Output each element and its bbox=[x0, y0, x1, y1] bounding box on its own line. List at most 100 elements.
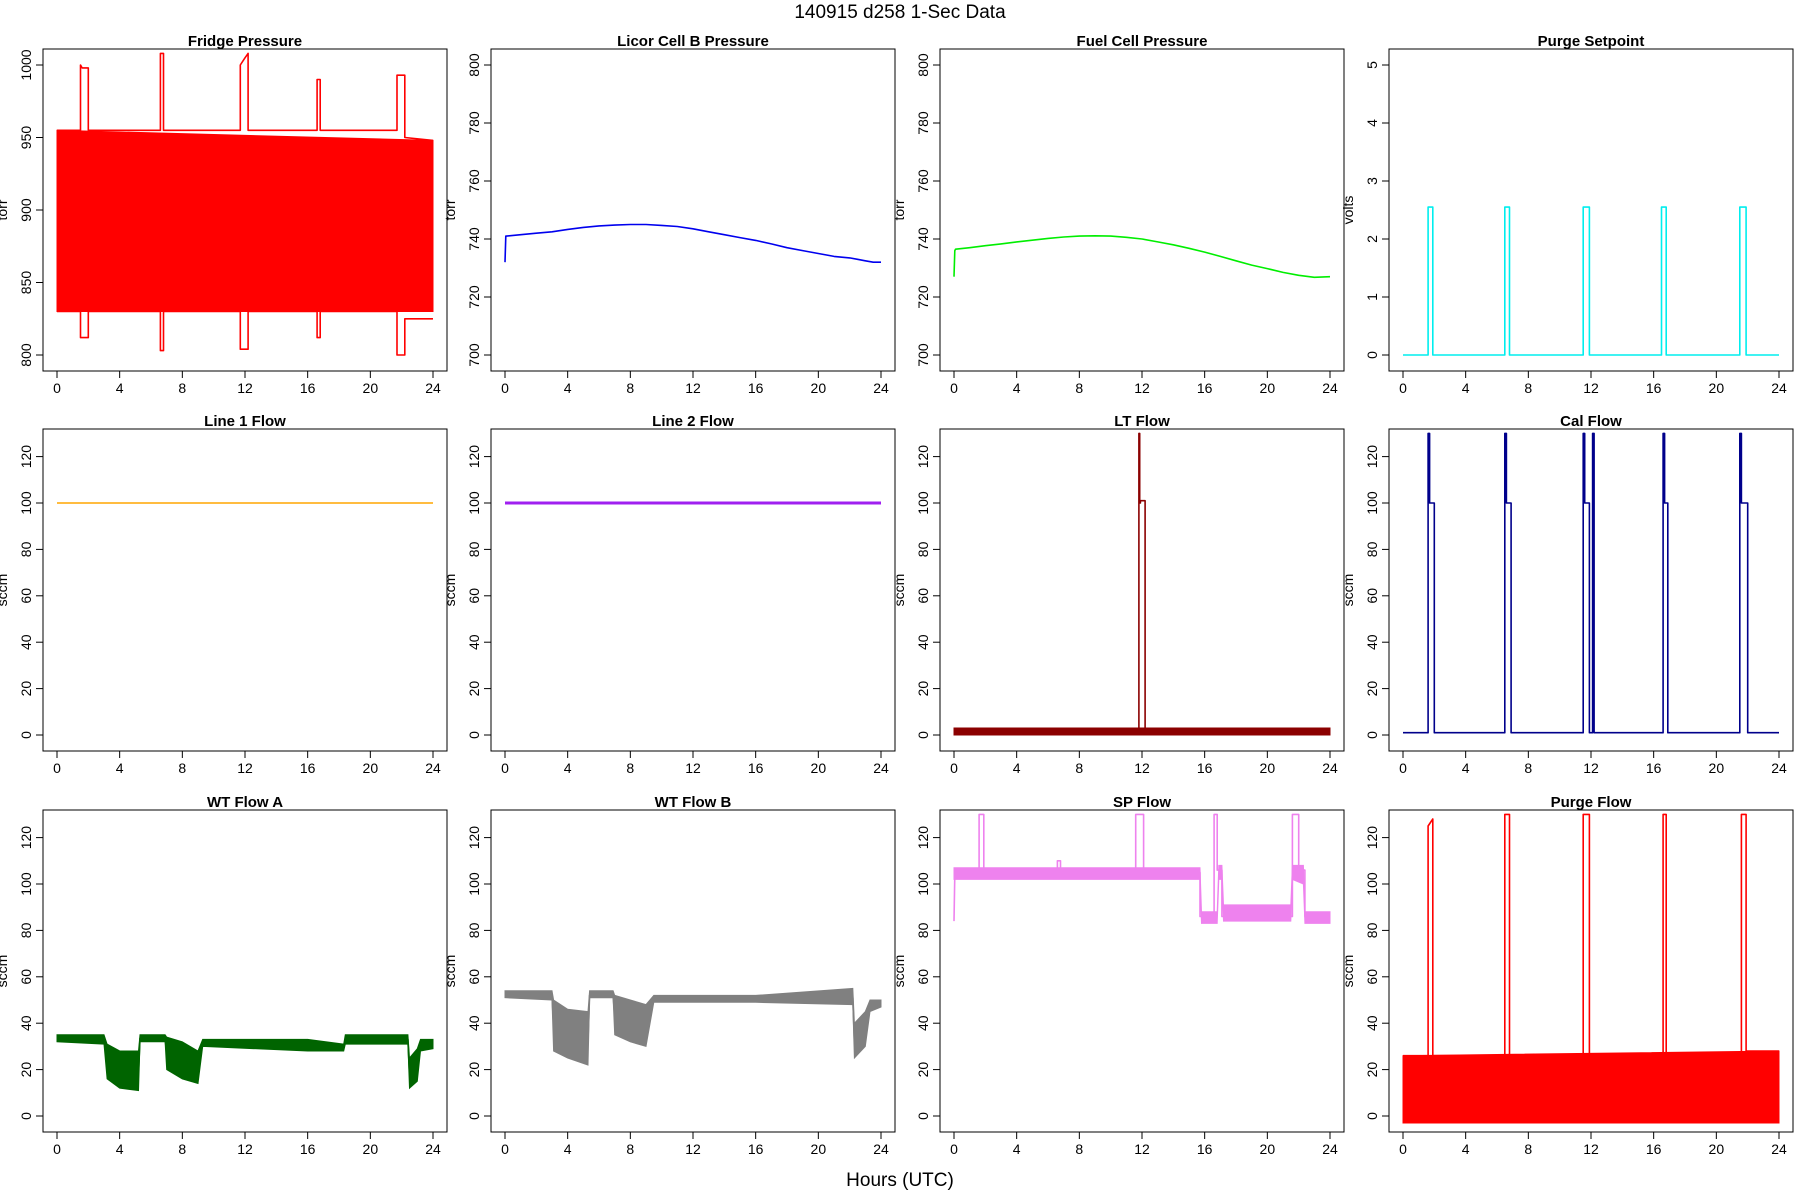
x-tick-label: 24 bbox=[1771, 380, 1787, 396]
panel-title: Line 1 Flow bbox=[204, 413, 286, 430]
plot-area bbox=[1402, 813, 1780, 1124]
y-axis-label: sccm bbox=[442, 955, 458, 988]
x-tick-label: 8 bbox=[626, 1141, 634, 1157]
x-tick-label: 4 bbox=[1013, 1141, 1021, 1157]
y-tick-label: 80 bbox=[915, 541, 931, 557]
y-tick-label: 80 bbox=[466, 922, 482, 938]
series-line bbox=[504, 223, 881, 264]
x-tick-label: 0 bbox=[1399, 380, 1407, 396]
plot-area bbox=[504, 223, 881, 264]
x-tick-label: 16 bbox=[300, 1141, 316, 1157]
x-tick-label: 0 bbox=[53, 760, 61, 776]
y-tick-label: 740 bbox=[915, 227, 931, 251]
y-tick-label: 0 bbox=[1364, 351, 1380, 359]
x-tick-label: 4 bbox=[116, 380, 124, 396]
x-tick-label: 12 bbox=[1583, 380, 1599, 396]
x-tick-label: 4 bbox=[1013, 760, 1021, 776]
y-tick-label: 20 bbox=[1364, 681, 1380, 697]
x-tick-label: 24 bbox=[425, 1141, 441, 1157]
y-tick-label: 40 bbox=[915, 1015, 931, 1031]
y-tick-label: 720 bbox=[466, 285, 482, 309]
x-tick-label: 12 bbox=[1583, 760, 1599, 776]
x-tick-label: 24 bbox=[1771, 760, 1787, 776]
x-tick-label: 8 bbox=[1524, 760, 1532, 776]
series-line bbox=[953, 235, 1331, 279]
y-tick-label: 100 bbox=[1364, 491, 1380, 515]
plot-frame bbox=[939, 809, 1345, 1133]
x-tick-label: 4 bbox=[1462, 1141, 1470, 1157]
y-tick-label: 20 bbox=[18, 681, 34, 697]
y-tick-label: 120 bbox=[915, 445, 931, 469]
panel-title: Fridge Pressure bbox=[188, 33, 302, 50]
panel-title: SP Flow bbox=[1113, 794, 1171, 811]
x-tick-label: 4 bbox=[1462, 380, 1470, 396]
y-tick-label: 900 bbox=[18, 198, 34, 222]
y-axis-label: volts bbox=[1340, 196, 1356, 225]
plot-frame bbox=[490, 428, 896, 752]
x-tick-label: 20 bbox=[363, 1141, 379, 1157]
series-line bbox=[505, 994, 882, 1043]
y-tick-label: 760 bbox=[466, 169, 482, 193]
panel-4: Line 1 Flow sccm 0 20 40 60 80 100 120 0 4 8 12 16 20 2… bbox=[0, 413, 448, 776]
x-tick-label: 0 bbox=[501, 760, 509, 776]
x-tick-label: 24 bbox=[873, 380, 889, 396]
x-tick-label: 16 bbox=[748, 380, 764, 396]
x-tick-label: 8 bbox=[626, 760, 634, 776]
y-axis-label: torr bbox=[0, 199, 10, 220]
x-tick-label: 20 bbox=[1709, 760, 1725, 776]
y-tick-label: 1000 bbox=[18, 49, 34, 80]
y-tick-label: 120 bbox=[915, 826, 931, 850]
x-tick-label: 20 bbox=[363, 380, 379, 396]
x-tick-label: 24 bbox=[425, 760, 441, 776]
panel-title: Fuel Cell Pressure bbox=[1077, 33, 1208, 50]
series-line bbox=[953, 813, 1330, 922]
plot-frame bbox=[42, 428, 448, 752]
y-tick-label: 60 bbox=[466, 969, 482, 985]
x-tick-label: 0 bbox=[501, 1141, 509, 1157]
x-tick-label: 12 bbox=[237, 380, 253, 396]
x-tick-label: 12 bbox=[1583, 1141, 1599, 1157]
series-line bbox=[57, 52, 434, 142]
plot-area bbox=[953, 235, 1331, 279]
x-tick-label: 4 bbox=[116, 1141, 124, 1157]
y-tick-label: 20 bbox=[1364, 1062, 1380, 1078]
y-tick-label: 20 bbox=[466, 1062, 482, 1078]
y-tick-label: 120 bbox=[466, 826, 482, 850]
x-tick-label: 20 bbox=[1260, 380, 1276, 396]
x-tick-label: 12 bbox=[685, 1141, 701, 1157]
x-tick-label: 16 bbox=[1197, 760, 1213, 776]
y-tick-label: 60 bbox=[18, 969, 34, 985]
panel-9: WT Flow B sccm 0 20 40 60 80 100 120 0 4 8 12 16 20 24 bbox=[442, 794, 896, 1157]
y-tick-label: 120 bbox=[1364, 826, 1380, 850]
y-tick-label: 40 bbox=[915, 634, 931, 650]
panel-title: WT Flow A bbox=[207, 794, 283, 811]
x-tick-label: 16 bbox=[1646, 380, 1662, 396]
panel-title: LT Flow bbox=[1114, 413, 1170, 430]
y-tick-label: 0 bbox=[1364, 731, 1380, 739]
y-tick-label: 0 bbox=[18, 731, 34, 739]
x-tick-label: 20 bbox=[1260, 1141, 1276, 1157]
x-tick-label: 16 bbox=[300, 380, 316, 396]
panel-title: Purge Setpoint bbox=[1538, 33, 1645, 50]
plot-frame bbox=[42, 809, 448, 1133]
x-tick-label: 8 bbox=[1075, 760, 1083, 776]
series-band bbox=[56, 1034, 434, 1092]
y-axis-label: sccm bbox=[0, 955, 10, 988]
plot-area bbox=[56, 52, 434, 356]
y-tick-label: 20 bbox=[466, 681, 482, 697]
y-tick-label: 60 bbox=[915, 588, 931, 604]
y-axis-label: sccm bbox=[0, 574, 10, 607]
x-tick-label: 8 bbox=[1524, 1141, 1532, 1157]
x-tick-label: 0 bbox=[1399, 760, 1407, 776]
y-tick-label: 0 bbox=[466, 1112, 482, 1120]
x-tick-label: 20 bbox=[811, 380, 827, 396]
x-tick-label: 16 bbox=[1646, 760, 1662, 776]
y-tick-label: 0 bbox=[1364, 1112, 1380, 1120]
x-tick-label: 16 bbox=[748, 1141, 764, 1157]
y-tick-label: 40 bbox=[466, 1015, 482, 1031]
y-tick-label: 0 bbox=[915, 731, 931, 739]
plot-frame bbox=[490, 48, 896, 372]
x-tick-label: 12 bbox=[685, 380, 701, 396]
